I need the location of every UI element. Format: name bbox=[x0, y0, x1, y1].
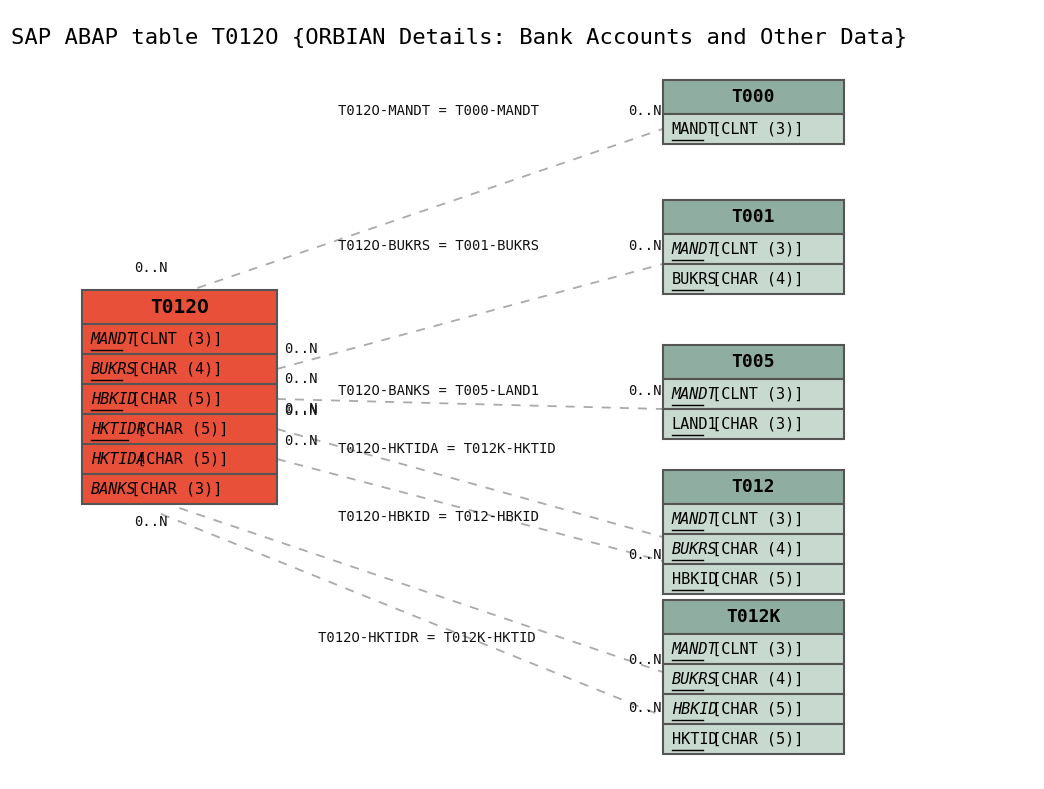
Text: HBKID: HBKID bbox=[91, 391, 137, 406]
FancyBboxPatch shape bbox=[663, 470, 845, 504]
Text: [CHAR (4)]: [CHAR (4)] bbox=[122, 361, 222, 376]
FancyBboxPatch shape bbox=[81, 290, 277, 324]
Text: 0..N: 0..N bbox=[284, 402, 317, 416]
FancyBboxPatch shape bbox=[663, 200, 845, 234]
Text: [CLNT (3)]: [CLNT (3)] bbox=[703, 641, 803, 656]
FancyBboxPatch shape bbox=[81, 324, 277, 354]
Text: HBKID: HBKID bbox=[671, 571, 717, 586]
Text: BUKRS: BUKRS bbox=[671, 541, 717, 556]
Text: T012O-HBKID = T012-HBKID: T012O-HBKID = T012-HBKID bbox=[337, 510, 539, 524]
FancyBboxPatch shape bbox=[663, 564, 845, 594]
Text: 0..N: 0..N bbox=[628, 653, 662, 667]
FancyBboxPatch shape bbox=[663, 80, 845, 114]
Text: T012O-BANKS = T005-LAND1: T012O-BANKS = T005-LAND1 bbox=[337, 384, 539, 398]
Text: MANDT: MANDT bbox=[671, 641, 717, 656]
Text: HBKID: HBKID bbox=[671, 701, 717, 716]
Text: [CHAR (5)]: [CHAR (5)] bbox=[703, 701, 803, 716]
Text: [CHAR (4)]: [CHAR (4)] bbox=[703, 671, 803, 686]
Text: BUKRS: BUKRS bbox=[671, 271, 717, 286]
Text: 0..N: 0..N bbox=[628, 104, 662, 118]
Text: MANDT: MANDT bbox=[671, 122, 717, 136]
FancyBboxPatch shape bbox=[81, 444, 277, 474]
Text: MANDT: MANDT bbox=[91, 331, 137, 346]
Text: MANDT: MANDT bbox=[671, 241, 717, 256]
Text: T012O-BUKRS = T001-BUKRS: T012O-BUKRS = T001-BUKRS bbox=[337, 239, 539, 253]
Text: T012O-HKTIDR = T012K-HKTID: T012O-HKTIDR = T012K-HKTID bbox=[317, 631, 536, 645]
FancyBboxPatch shape bbox=[663, 504, 845, 534]
Text: [CLNT (3)]: [CLNT (3)] bbox=[703, 122, 803, 136]
FancyBboxPatch shape bbox=[663, 664, 845, 694]
Text: HKTIDA: HKTIDA bbox=[91, 451, 145, 466]
Text: [CLNT (3)]: [CLNT (3)] bbox=[703, 241, 803, 256]
Text: T005: T005 bbox=[732, 353, 775, 371]
Text: MANDT: MANDT bbox=[671, 511, 717, 526]
FancyBboxPatch shape bbox=[81, 354, 277, 384]
Text: BUKRS: BUKRS bbox=[671, 671, 717, 686]
Text: T012O-HKTIDA = T012K-HKTID: T012O-HKTIDA = T012K-HKTID bbox=[337, 442, 555, 456]
Text: [CLNT (3)]: [CLNT (3)] bbox=[703, 511, 803, 526]
FancyBboxPatch shape bbox=[663, 409, 845, 439]
Text: [CHAR (5)]: [CHAR (5)] bbox=[703, 571, 803, 586]
Text: T000: T000 bbox=[732, 88, 775, 106]
FancyBboxPatch shape bbox=[663, 114, 845, 144]
Text: [CHAR (4)]: [CHAR (4)] bbox=[703, 541, 803, 556]
FancyBboxPatch shape bbox=[663, 634, 845, 664]
Text: 0..N: 0..N bbox=[628, 384, 662, 398]
Text: SAP ABAP table T012O {ORBIAN Details: Bank Accounts and Other Data}: SAP ABAP table T012O {ORBIAN Details: Ba… bbox=[10, 28, 907, 48]
FancyBboxPatch shape bbox=[663, 234, 845, 264]
Text: 0..N: 0..N bbox=[134, 515, 167, 529]
Text: 0..N: 0..N bbox=[628, 548, 662, 562]
Text: 0..N: 0..N bbox=[628, 701, 662, 715]
Text: LAND1: LAND1 bbox=[671, 417, 717, 432]
Text: 0..N: 0..N bbox=[284, 372, 317, 386]
Text: HKTID: HKTID bbox=[671, 731, 717, 746]
Text: 0..N: 0..N bbox=[284, 434, 317, 448]
Text: T012: T012 bbox=[732, 478, 775, 496]
Text: [CHAR (5)]: [CHAR (5)] bbox=[128, 421, 229, 436]
Text: [CLNT (3)]: [CLNT (3)] bbox=[703, 387, 803, 402]
FancyBboxPatch shape bbox=[663, 694, 845, 724]
Text: T012K: T012K bbox=[727, 608, 781, 626]
Text: [CHAR (4)]: [CHAR (4)] bbox=[703, 271, 803, 286]
FancyBboxPatch shape bbox=[663, 724, 845, 754]
Text: MANDT: MANDT bbox=[671, 387, 717, 402]
Text: [CHAR (3)]: [CHAR (3)] bbox=[703, 417, 803, 432]
Text: [CHAR (5)]: [CHAR (5)] bbox=[128, 451, 229, 466]
Text: [CLNT (3)]: [CLNT (3)] bbox=[122, 331, 222, 346]
FancyBboxPatch shape bbox=[81, 384, 277, 414]
Text: T001: T001 bbox=[732, 208, 775, 226]
Text: 0..N: 0..N bbox=[134, 261, 167, 275]
Text: HKTIDR: HKTIDR bbox=[91, 421, 145, 436]
FancyBboxPatch shape bbox=[663, 534, 845, 564]
FancyBboxPatch shape bbox=[81, 474, 277, 504]
Text: [CHAR (5)]: [CHAR (5)] bbox=[122, 391, 222, 406]
Text: [CHAR (5)]: [CHAR (5)] bbox=[703, 731, 803, 746]
Text: T012O: T012O bbox=[150, 297, 209, 316]
FancyBboxPatch shape bbox=[81, 414, 277, 444]
Text: [CHAR (3)]: [CHAR (3)] bbox=[122, 481, 222, 496]
Text: BUKRS: BUKRS bbox=[91, 361, 137, 376]
FancyBboxPatch shape bbox=[663, 264, 845, 294]
FancyBboxPatch shape bbox=[663, 379, 845, 409]
Text: 0..N: 0..N bbox=[284, 342, 317, 356]
Text: BANKS: BANKS bbox=[91, 481, 137, 496]
FancyBboxPatch shape bbox=[663, 345, 845, 379]
Text: T012O-MANDT = T000-MANDT: T012O-MANDT = T000-MANDT bbox=[337, 104, 539, 118]
FancyBboxPatch shape bbox=[663, 600, 845, 634]
Text: 0..N: 0..N bbox=[628, 239, 662, 253]
Text: 0..N: 0..N bbox=[284, 404, 317, 418]
